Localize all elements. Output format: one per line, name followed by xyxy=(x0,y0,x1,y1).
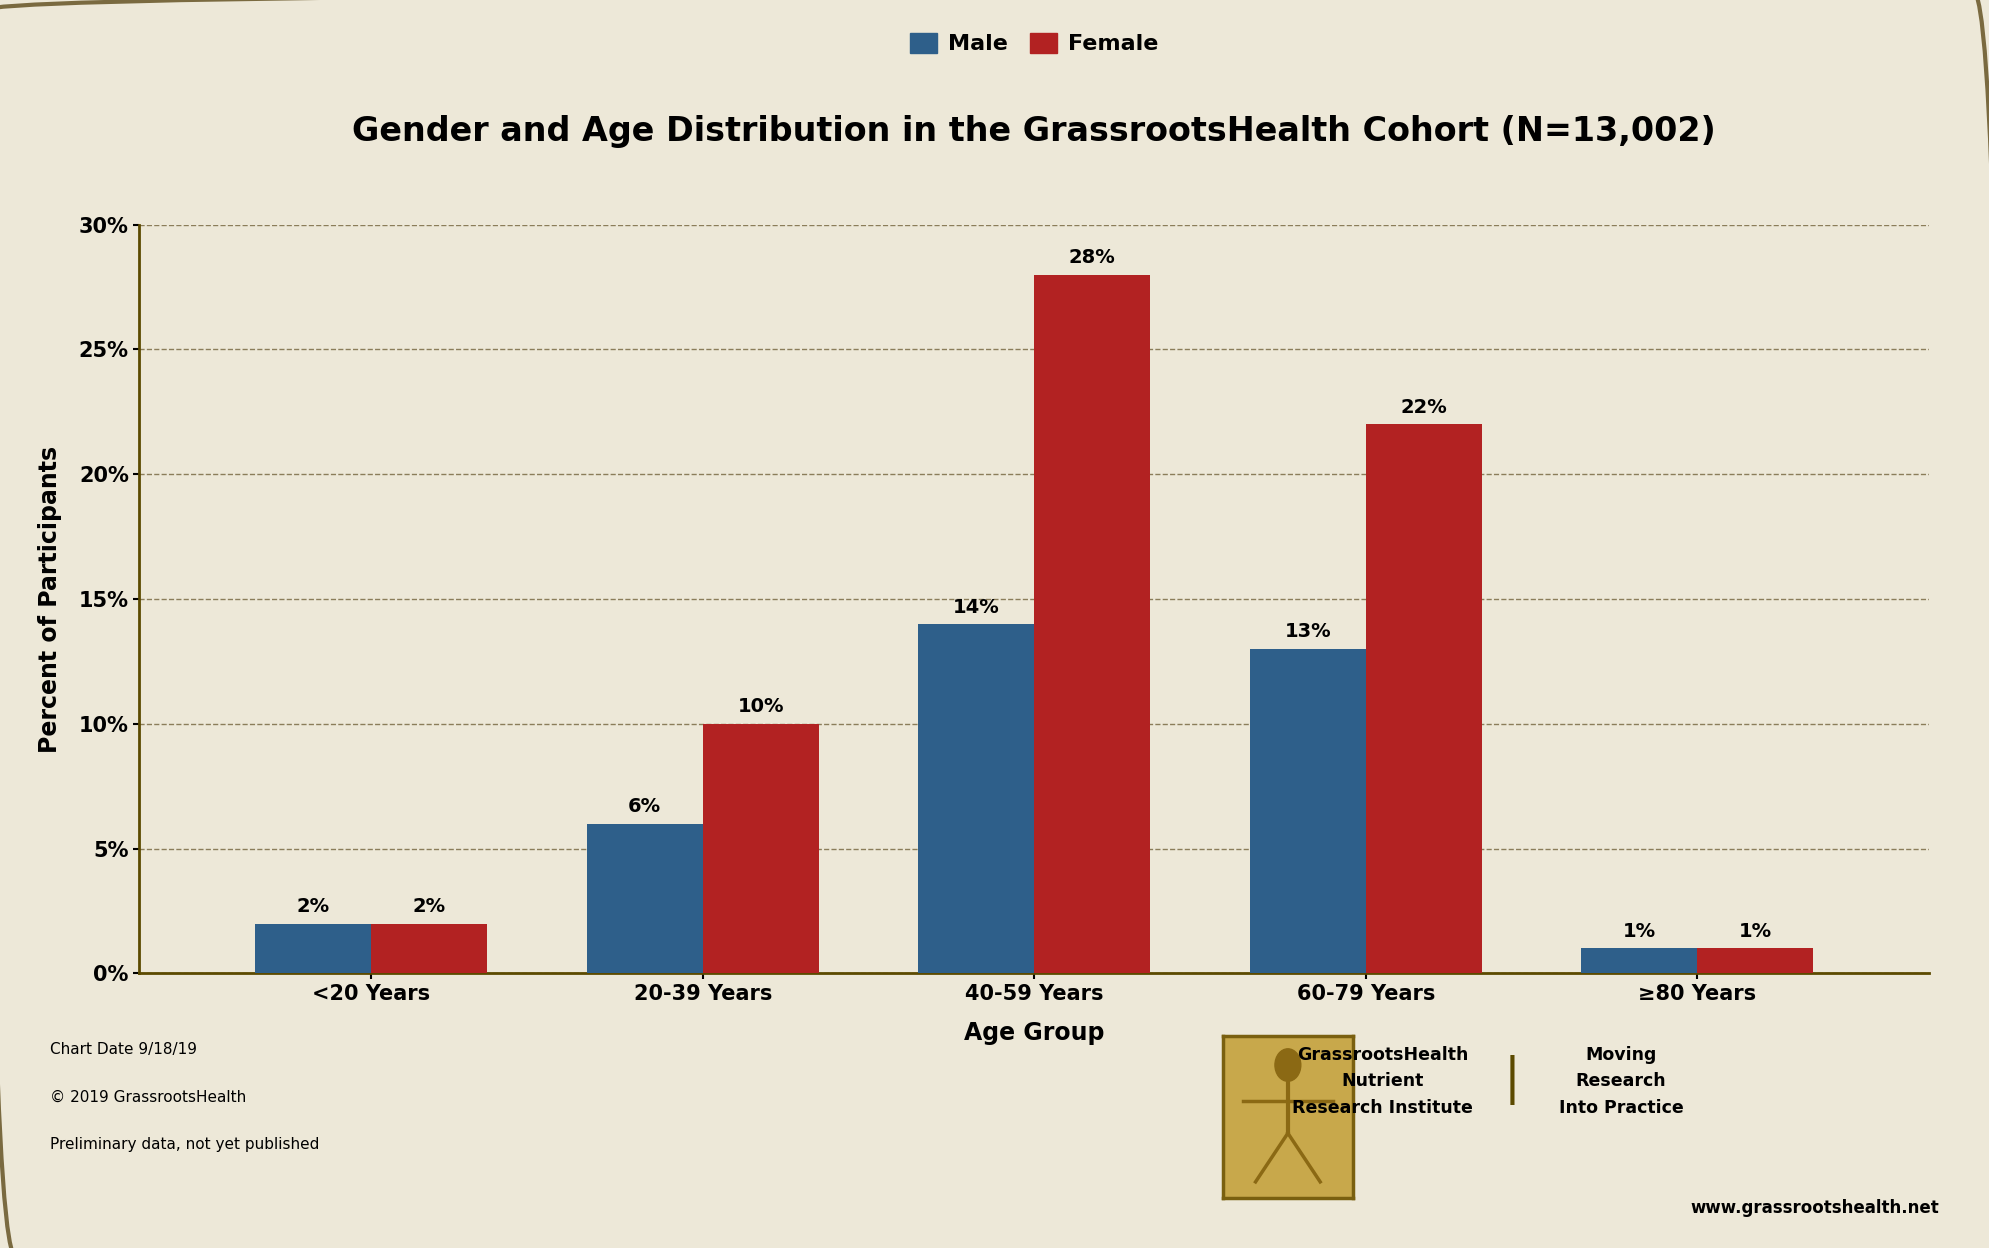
Text: Moving
Research
Into Practice: Moving Research Into Practice xyxy=(1559,1046,1683,1117)
Bar xyxy=(372,924,487,973)
Bar xyxy=(1697,948,1814,973)
Text: 28%: 28% xyxy=(1068,248,1116,267)
Text: © 2019 GrassrootsHealth: © 2019 GrassrootsHealth xyxy=(50,1090,247,1104)
Text: |: | xyxy=(1504,1055,1520,1104)
Text: Preliminary data, not yet published: Preliminary data, not yet published xyxy=(50,1137,318,1152)
Legend: Male, Female: Male, Female xyxy=(903,26,1166,61)
Circle shape xyxy=(1275,1048,1301,1081)
Text: 2%: 2% xyxy=(296,897,330,916)
Text: 1%: 1% xyxy=(1738,922,1772,941)
Text: www.grassrootshealth.net: www.grassrootshealth.net xyxy=(1691,1199,1939,1217)
Bar xyxy=(587,824,702,973)
Bar xyxy=(919,624,1034,973)
Text: Chart Date 9/18/19: Chart Date 9/18/19 xyxy=(50,1042,197,1057)
Bar xyxy=(1366,424,1482,973)
Text: 22%: 22% xyxy=(1400,398,1448,417)
Text: Gender and Age Distribution in the GrassrootsHealth Cohort (N=13,002): Gender and Age Distribution in the Grass… xyxy=(352,115,1717,147)
Text: 13%: 13% xyxy=(1285,623,1331,641)
Bar xyxy=(1581,948,1697,973)
Text: 2%: 2% xyxy=(414,897,446,916)
X-axis label: Age Group: Age Group xyxy=(965,1021,1104,1045)
Bar xyxy=(1034,275,1150,973)
Text: GrassrootsHealth
Nutrient
Research Institute: GrassrootsHealth Nutrient Research Insti… xyxy=(1293,1046,1472,1117)
Y-axis label: Percent of Participants: Percent of Participants xyxy=(38,446,62,753)
Text: 6%: 6% xyxy=(629,797,660,816)
Bar xyxy=(702,724,819,973)
Text: 1%: 1% xyxy=(1623,922,1655,941)
Text: 10%: 10% xyxy=(738,698,784,716)
Bar xyxy=(1249,649,1366,973)
Text: 14%: 14% xyxy=(953,598,1000,617)
Bar xyxy=(255,924,372,973)
